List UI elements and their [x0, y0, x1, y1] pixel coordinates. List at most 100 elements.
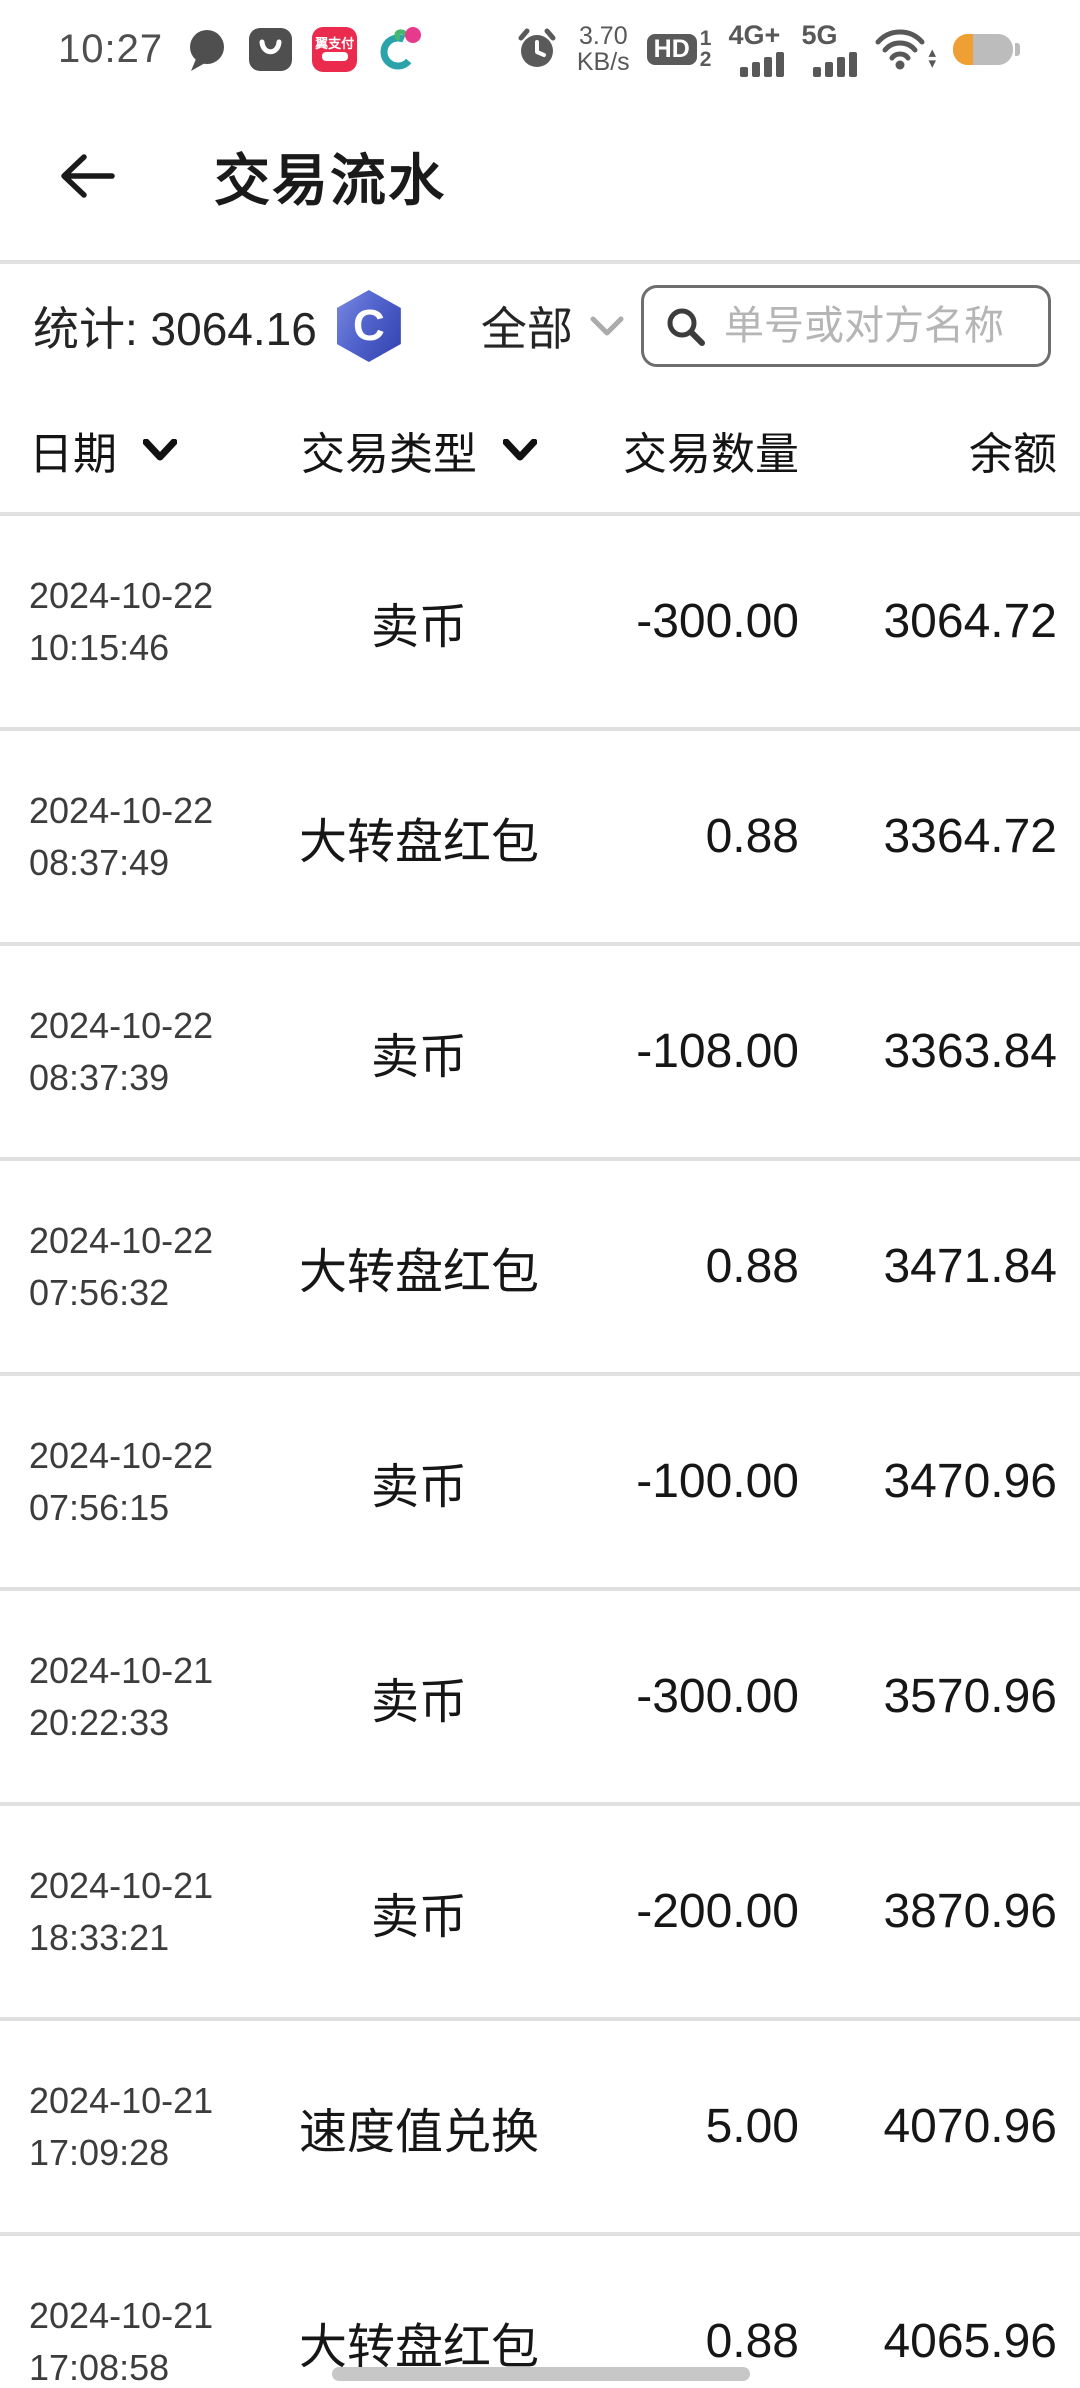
back-button[interactable] — [56, 150, 118, 202]
table-row[interactable]: 2024-10-22 10:15:46 卖币 -300.00 3064.72 — [0, 512, 1080, 727]
transaction-type: 卖币 — [370, 600, 467, 654]
transaction-balance: 3064.72 — [883, 595, 1057, 648]
network-speed: 3.70 KB/s — [576, 21, 630, 76]
nav-bar: 交易流水 — [0, 92, 1080, 260]
transaction-balance: 3870.96 — [883, 1885, 1057, 1938]
chevron-down-icon — [503, 439, 537, 461]
signal-sim1: 4G+ — [728, 21, 785, 77]
transaction-datetime: 2024-10-22 10:15:46 — [29, 570, 249, 672]
transaction-datetime: 2024-10-22 08:37:49 — [29, 785, 249, 887]
alarm-icon — [514, 26, 560, 72]
transaction-type: 卖币 — [370, 1675, 467, 1729]
date-header-label: 日期 — [29, 430, 117, 479]
transaction-balance: 4065.96 — [883, 2315, 1057, 2368]
transaction-balance: 4070.96 — [883, 2100, 1057, 2153]
transaction-amount: 0.88 — [705, 1240, 799, 1293]
status-time: 10:27 — [58, 26, 164, 71]
search-icon — [667, 308, 705, 346]
transaction-type: 卖币 — [370, 1890, 467, 1944]
transaction-amount: -300.00 — [636, 595, 799, 648]
table-row[interactable]: 2024-10-21 18:33:21 卖币 -200.00 3870.96 — [0, 1802, 1080, 2017]
message-icon — [185, 27, 229, 71]
network2-label: 5G — [801, 19, 838, 50]
network-speed-unit: KB/s — [576, 48, 630, 76]
status-bar: 10:27 翼支付 — [0, 0, 1080, 92]
transaction-amount: 0.88 — [705, 2315, 799, 2368]
transaction-amount: -300.00 — [636, 1670, 799, 1723]
battery-icon — [953, 33, 1020, 65]
table-row[interactable]: 2024-10-21 17:08:58 大转盘红包 0.88 4065.96 — [0, 2232, 1080, 2388]
table-row[interactable]: 2024-10-22 07:56:32 大转盘红包 0.88 3471.84 — [0, 1157, 1080, 1372]
transaction-amount: -108.00 — [636, 1025, 799, 1078]
stats-label: 统计: 3064.16 — [33, 303, 317, 355]
search-box[interactable] — [641, 285, 1051, 367]
status-right-icons: 3.70 KB/s HD 1 2 4G+ 5G — [514, 19, 1020, 77]
chevron-down-icon — [590, 316, 624, 336]
table-row[interactable]: 2024-10-21 17:09:28 速度值兑换 5.00 4070.96 — [0, 2017, 1080, 2232]
transaction-time: 17:09:28 — [29, 2131, 170, 2173]
transaction-datetime: 2024-10-22 08:37:39 — [29, 1000, 249, 1102]
table-row[interactable]: 2024-10-22 08:37:49 大转盘红包 0.88 3364.72 — [0, 727, 1080, 942]
transaction-balance: 3470.96 — [883, 1455, 1057, 1508]
hd-badge: HD — [646, 33, 697, 65]
transaction-date: 2024-10-21 — [29, 2080, 214, 2122]
transaction-balance: 3471.84 — [883, 1240, 1057, 1293]
transaction-type: 大转盘红包 — [298, 2320, 539, 2374]
column-header-type[interactable]: 交易类型 — [249, 418, 589, 482]
transaction-date: 2024-10-22 — [29, 1005, 214, 1047]
stats-total: 统计: 3064.16 C — [33, 290, 401, 362]
transaction-balance: 3364.72 — [883, 810, 1057, 863]
transaction-type: 卖币 — [370, 1460, 467, 1514]
network-speed-value: 3.70 — [578, 21, 628, 50]
transaction-time: 10:15:46 — [29, 626, 170, 668]
transaction-time: 07:56:15 — [29, 1486, 170, 1528]
wifi-traffic-arrows: ▴ ▾ — [928, 44, 936, 73]
table-row[interactable]: 2024-10-21 20:22:33 卖币 -300.00 3570.96 — [0, 1587, 1080, 1802]
column-header-date[interactable]: 日期 — [29, 418, 249, 482]
transaction-time: 17:08:58 — [29, 2346, 170, 2388]
bestpay-app-icon: 翼支付 — [312, 26, 358, 72]
bestpay-app-subline — [321, 52, 348, 61]
transaction-type: 大转盘红包 — [298, 1245, 539, 1299]
transaction-amount: 0.88 — [705, 810, 799, 863]
signal-sim2: 5G — [801, 19, 858, 77]
signal-bars-icon — [813, 51, 858, 77]
transaction-amount: -100.00 — [636, 1455, 799, 1508]
hd-volte-icon: HD 1 2 — [646, 27, 712, 71]
transaction-time: 20:22:33 — [29, 1701, 170, 1743]
carrier-app-icon — [376, 26, 422, 72]
transaction-date: 2024-10-22 — [29, 1220, 214, 1262]
transaction-datetime: 2024-10-22 07:56:32 — [29, 1215, 249, 1317]
sim1-label: 1 — [699, 27, 712, 50]
transaction-datetime: 2024-10-22 07:56:15 — [29, 1430, 249, 1532]
bestpay-app-label: 翼支付 — [315, 36, 355, 51]
search-input[interactable] — [722, 302, 1034, 350]
type-filter-value: 全部 — [480, 303, 573, 355]
wifi-icon: ▴ ▾ — [874, 28, 936, 73]
transaction-time: 07:56:32 — [29, 1271, 170, 1313]
page-title: 交易流水 — [214, 148, 446, 212]
transaction-balance: 3363.84 — [883, 1025, 1057, 1078]
status-left-icons: 翼支付 — [185, 26, 422, 72]
transaction-balance: 3570.96 — [883, 1670, 1057, 1723]
transaction-type: 速度值兑换 — [298, 2105, 539, 2159]
transaction-time: 08:37:49 — [29, 841, 170, 883]
divider — [0, 260, 1080, 264]
transaction-amount: -200.00 — [636, 1885, 799, 1938]
table-row[interactable]: 2024-10-22 07:56:15 卖币 -100.00 3470.96 — [0, 1372, 1080, 1587]
transaction-list: 2024-10-22 10:15:46 卖币 -300.00 3064.72 2… — [0, 512, 1080, 2388]
transaction-date: 2024-10-21 — [29, 1865, 214, 1907]
transaction-date: 2024-10-21 — [29, 1650, 214, 1692]
signal-bars-icon — [740, 51, 785, 77]
gesture-navigation-bar[interactable] — [332, 2367, 750, 2381]
sim2-label: 2 — [699, 48, 712, 71]
transaction-amount: 5.00 — [705, 2100, 799, 2153]
coin-icon: C — [336, 290, 401, 362]
transaction-date: 2024-10-22 — [29, 1435, 214, 1477]
transaction-type: 卖币 — [370, 1030, 467, 1084]
column-header-balance: 余额 — [969, 430, 1057, 479]
table-row[interactable]: 2024-10-22 08:37:39 卖币 -108.00 3363.84 — [0, 942, 1080, 1157]
chevron-down-icon — [143, 439, 177, 461]
type-filter-dropdown[interactable]: 全部 — [481, 293, 625, 359]
